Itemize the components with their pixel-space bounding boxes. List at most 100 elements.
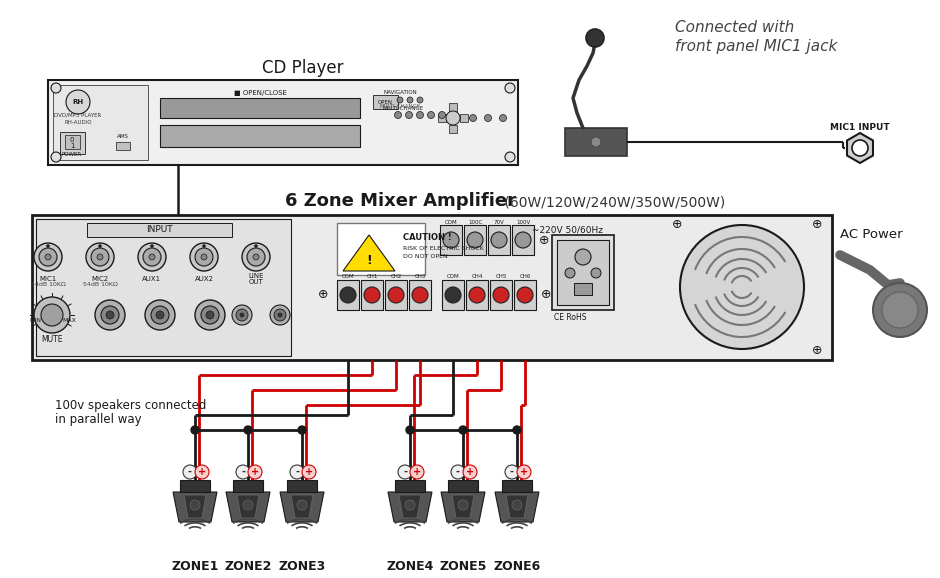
Circle shape bbox=[340, 287, 356, 303]
Text: NAVIGATION: NAVIGATION bbox=[384, 91, 416, 95]
Circle shape bbox=[97, 254, 103, 260]
Text: OPEN: OPEN bbox=[378, 99, 393, 105]
Circle shape bbox=[398, 465, 412, 479]
Bar bbox=[337, 223, 425, 275]
Polygon shape bbox=[399, 495, 421, 518]
Circle shape bbox=[515, 232, 531, 248]
Text: RH-AUDIO: RH-AUDIO bbox=[64, 120, 92, 124]
Bar bbox=[490, 280, 512, 310]
Polygon shape bbox=[452, 495, 474, 518]
Circle shape bbox=[463, 465, 477, 479]
Circle shape bbox=[443, 232, 459, 248]
Text: 100C: 100C bbox=[468, 220, 482, 225]
Circle shape bbox=[248, 465, 262, 479]
Circle shape bbox=[416, 112, 424, 118]
Polygon shape bbox=[438, 114, 446, 122]
Text: CH2: CH2 bbox=[390, 275, 401, 280]
Text: MIN: MIN bbox=[29, 317, 41, 323]
Text: -: - bbox=[403, 467, 407, 477]
Circle shape bbox=[505, 152, 515, 162]
Text: -: - bbox=[456, 467, 460, 477]
Circle shape bbox=[290, 465, 304, 479]
Circle shape bbox=[143, 248, 161, 266]
Text: 54dB 10KΩ: 54dB 10KΩ bbox=[83, 281, 118, 287]
Text: ZONE5: ZONE5 bbox=[439, 561, 487, 573]
Text: ZONE3: ZONE3 bbox=[278, 561, 325, 573]
Text: CH3: CH3 bbox=[415, 275, 426, 280]
Text: POWER: POWER bbox=[62, 153, 82, 157]
Bar bbox=[466, 280, 488, 310]
Circle shape bbox=[302, 465, 316, 479]
Bar bbox=[385, 280, 407, 310]
Text: CH6: CH6 bbox=[519, 275, 531, 280]
Circle shape bbox=[513, 426, 521, 434]
Circle shape bbox=[406, 426, 414, 434]
Text: 70V: 70V bbox=[494, 220, 505, 225]
Text: 100v speakers connected: 100v speakers connected bbox=[55, 398, 207, 412]
Text: AUX2: AUX2 bbox=[195, 276, 213, 282]
Bar bbox=[180, 480, 210, 492]
Text: LINE
OUT: LINE OUT bbox=[248, 272, 264, 286]
Bar bbox=[87, 223, 232, 237]
Circle shape bbox=[417, 97, 423, 103]
Text: ZONE2: ZONE2 bbox=[225, 561, 272, 573]
Circle shape bbox=[680, 225, 804, 349]
Circle shape bbox=[150, 244, 153, 247]
Circle shape bbox=[565, 268, 575, 278]
Circle shape bbox=[51, 83, 61, 93]
Circle shape bbox=[195, 248, 213, 266]
Text: ⊕: ⊕ bbox=[318, 288, 328, 302]
Text: MAX: MAX bbox=[62, 317, 76, 323]
Bar bbox=[48, 80, 518, 165]
Text: MULTI-CHANGE: MULTI-CHANGE bbox=[383, 106, 424, 110]
Circle shape bbox=[364, 287, 380, 303]
Text: CE RoHS: CE RoHS bbox=[554, 313, 587, 321]
Bar bbox=[160, 125, 360, 147]
Polygon shape bbox=[388, 492, 432, 522]
Text: DVD/MP3 PLAYER: DVD/MP3 PLAYER bbox=[55, 113, 102, 117]
Circle shape bbox=[202, 244, 206, 247]
Text: ■ OPEN/CLOSE: ■ OPEN/CLOSE bbox=[233, 90, 287, 96]
Polygon shape bbox=[441, 492, 485, 522]
Circle shape bbox=[586, 29, 604, 47]
Circle shape bbox=[438, 112, 446, 118]
Circle shape bbox=[45, 254, 51, 260]
Circle shape bbox=[232, 305, 252, 325]
Bar bbox=[32, 215, 832, 360]
Circle shape bbox=[274, 309, 286, 321]
Circle shape bbox=[253, 254, 259, 260]
Circle shape bbox=[195, 300, 225, 330]
Circle shape bbox=[591, 137, 601, 147]
Text: ZONE6: ZONE6 bbox=[494, 561, 540, 573]
Circle shape bbox=[407, 97, 413, 103]
Text: ZONE1: ZONE1 bbox=[171, 561, 219, 573]
Circle shape bbox=[190, 500, 200, 510]
Text: ⊕: ⊕ bbox=[672, 218, 682, 232]
Bar bbox=[464, 225, 486, 255]
Circle shape bbox=[201, 254, 207, 260]
Bar bbox=[440, 225, 462, 255]
Polygon shape bbox=[280, 492, 324, 522]
Circle shape bbox=[236, 309, 248, 321]
Circle shape bbox=[591, 268, 601, 278]
Polygon shape bbox=[449, 125, 457, 133]
Text: 6 Zone Mixer Amplifier: 6 Zone Mixer Amplifier bbox=[285, 192, 516, 210]
Bar bbox=[574, 283, 592, 295]
Text: !: ! bbox=[366, 254, 372, 268]
Text: 0
1: 0 1 bbox=[70, 136, 74, 150]
Circle shape bbox=[138, 243, 166, 271]
Text: (60W/120W/240W/350W/500W): (60W/120W/240W/350W/500W) bbox=[500, 196, 726, 210]
Text: MUTE: MUTE bbox=[41, 335, 63, 343]
Polygon shape bbox=[173, 492, 217, 522]
Text: CH1: CH1 bbox=[367, 275, 378, 280]
Polygon shape bbox=[506, 495, 528, 518]
Circle shape bbox=[183, 465, 197, 479]
Text: MULTI-CHANGE: MULTI-CHANGE bbox=[380, 105, 420, 109]
Bar bbox=[512, 225, 534, 255]
Text: CH5: CH5 bbox=[495, 275, 507, 280]
Circle shape bbox=[145, 300, 175, 330]
Polygon shape bbox=[291, 495, 313, 518]
Circle shape bbox=[445, 287, 461, 303]
Circle shape bbox=[852, 140, 868, 156]
Text: COM: COM bbox=[446, 275, 460, 280]
